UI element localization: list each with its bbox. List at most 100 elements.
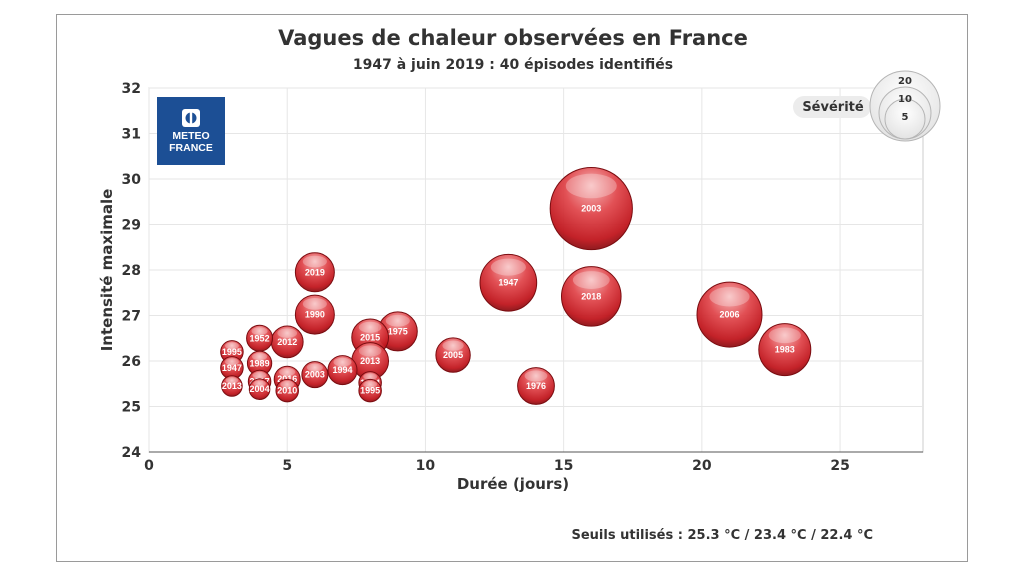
x-tick-label: 15	[554, 458, 573, 474]
bubble-gloss	[358, 321, 382, 333]
y-tick-label: 30	[122, 172, 142, 188]
bubble-1947: 1947	[479, 253, 538, 312]
bubble-label: 1989	[250, 358, 270, 368]
bubble-gloss	[252, 352, 268, 361]
chart-frame: Vagues de chaleur observées en France 19…	[56, 14, 968, 562]
bubble-2010: 2010	[275, 378, 299, 403]
bubble-label: 2005	[443, 350, 463, 360]
bubble-circle	[275, 378, 299, 403]
chart-subtitle: 1947 à juin 2019 : 40 épisodes identifié…	[353, 57, 673, 73]
bubble-gloss	[280, 381, 295, 388]
bubbles: 2003 2006 2018 1947 1983 2019 1990 1975 1976 2015…	[220, 166, 812, 405]
bubble-gloss	[358, 345, 382, 357]
x-tick-label: 0	[144, 458, 154, 474]
bubble-circle	[221, 375, 243, 397]
thresholds-footnote: Seuils utilisés : 25.3 °C / 23.4 °C / 22…	[571, 528, 873, 543]
x-tick-label: 10	[416, 458, 436, 474]
x-tick-label: 25	[830, 458, 849, 474]
bubble-label: 2003	[581, 204, 601, 214]
meteo-france-logo: METEO FRANCE	[157, 97, 225, 165]
x-tick-label: 5	[282, 458, 292, 474]
legend-size-10: 10	[898, 94, 912, 105]
bubble-1990: 1990	[294, 294, 335, 335]
severity-legend: Sévérité 20 10 5	[793, 70, 941, 142]
bubble-2013: 2013	[351, 342, 390, 380]
bubble-label: 1975	[388, 326, 408, 336]
bubble-label: 2018	[581, 291, 601, 301]
bubble-2005: 2005	[435, 337, 471, 373]
bubble-1976: 1976	[517, 367, 555, 405]
bubble-gloss	[442, 340, 464, 351]
y-tick-label: 26	[122, 354, 141, 370]
bubble-label: 1995	[222, 347, 242, 357]
legend-size-20: 20	[898, 76, 912, 87]
y-tick-label: 27	[122, 309, 141, 325]
bubble-gloss	[225, 377, 239, 384]
bubble-label: 2015	[360, 332, 380, 342]
bubble-1947: 1947	[220, 356, 244, 380]
bubble-circle	[435, 337, 471, 373]
bubble-label: 2012	[277, 337, 297, 347]
bubble-label: 2003	[305, 370, 325, 380]
bubble-circle	[327, 355, 358, 386]
bubble-circle	[517, 367, 555, 405]
bubble-gloss	[302, 255, 327, 268]
chart-title: Vagues de chaleur observées en France	[278, 26, 748, 50]
bubble-2013: 2013	[221, 375, 243, 397]
bubble-gloss	[768, 327, 801, 344]
y-tick-label: 32	[122, 81, 141, 97]
bubble-2006: 2006	[696, 281, 763, 348]
bubble-gloss	[224, 358, 239, 366]
bubble-label: 1976	[526, 381, 546, 391]
bubble-gloss	[253, 380, 266, 387]
bubble-gloss	[565, 173, 617, 199]
bubble-1983: 1983	[758, 323, 812, 377]
bubble-1995: 1995	[358, 378, 382, 403]
bubble-gloss	[333, 357, 352, 367]
bubble-gloss	[252, 371, 267, 379]
bubble-1989: 1989	[246, 350, 273, 376]
bubble-2019: 2019	[294, 252, 335, 293]
bubble-2004: 2004	[248, 378, 271, 400]
bubble-gloss	[306, 363, 323, 372]
bubble-gloss	[572, 271, 610, 289]
bubble-gloss	[277, 328, 298, 338]
y-tick-label: 31	[122, 127, 141, 143]
bubble-chart: Vagues de chaleur observées en France 19…	[98, 26, 941, 543]
bubble-label: 2013	[360, 356, 380, 366]
bubble-circle	[248, 378, 271, 400]
bubble-1952: 1952	[246, 324, 274, 352]
bubble-label: 1947	[222, 363, 242, 373]
bubble-label: 1947	[498, 278, 518, 288]
legend-title: Sévérité	[802, 100, 864, 115]
bubble-label: 2019	[305, 267, 325, 277]
bubble-2003: 2003	[301, 361, 329, 389]
bubble-gloss	[251, 327, 268, 335]
bubble-circle	[358, 378, 382, 403]
bubble-circle	[560, 266, 622, 327]
bubble-2012: 2012	[270, 325, 304, 359]
bubble-label: 1952	[250, 333, 270, 343]
bubble-gloss	[302, 298, 327, 310]
bubble-gloss	[279, 368, 296, 376]
bubble-circle	[294, 252, 335, 293]
bubble-gloss	[709, 286, 750, 307]
legend-bubble-5	[884, 98, 926, 140]
y-axis-label: Intensité maximale	[98, 189, 116, 352]
bubble-circle	[301, 361, 329, 389]
bubble-label: 1994	[332, 365, 352, 375]
bubble-label: 1990	[305, 310, 325, 320]
bubble-gloss	[224, 342, 239, 350]
y-tick-label: 24	[122, 445, 142, 461]
bubble-gloss	[385, 314, 410, 327]
axis-ticks: 24 25 26 27 28 29 30 31 32 0 5 10 15 20 25	[122, 81, 923, 474]
bubble-circle	[479, 253, 538, 312]
y-tick-label: 28	[122, 263, 141, 279]
y-tick-label: 29	[122, 218, 141, 234]
bubble-label: 2004	[250, 384, 270, 394]
logo-line-1: METEO	[172, 130, 209, 142]
bubble-1994: 1994	[327, 355, 358, 386]
bubble-circle	[549, 166, 633, 251]
bubble-label: 2006	[719, 310, 739, 320]
x-tick-label: 20	[692, 458, 712, 474]
